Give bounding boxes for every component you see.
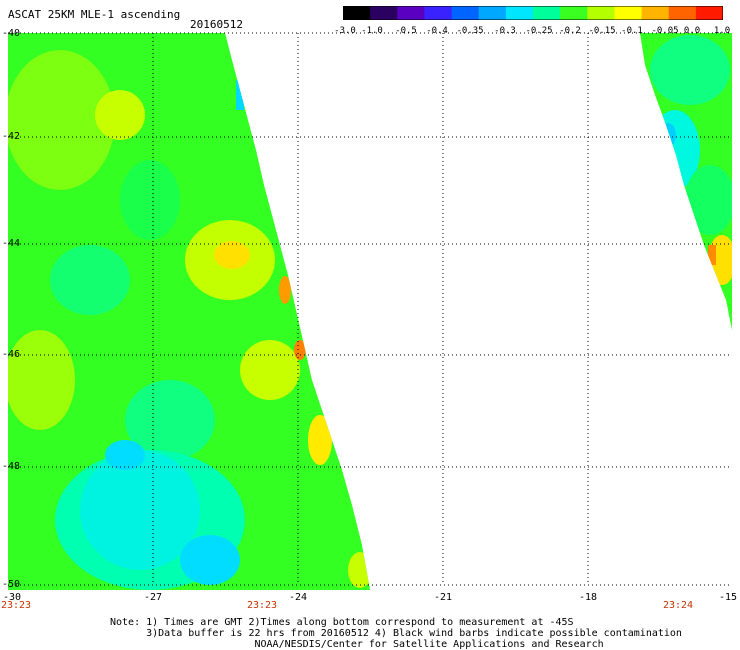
note-line: NOAA/NESDIS/Center for Satellite Applica… [110,639,604,650]
colorbar-swatch [587,6,615,20]
colorbar-swatch [668,6,697,20]
colorbar-tick: 0.0 [683,26,701,36]
colorbar [343,6,723,20]
pass-time: 23:24 [662,600,694,611]
colorbar-swatch [370,6,398,20]
colorbar-tick: -0.25 [525,26,553,36]
colorbar-tick: -0.3 [494,26,516,36]
y-axis-label: -42 [2,131,21,142]
pass-time: 23:23 [0,600,32,611]
colorbar-swatch [343,6,371,20]
x-axis-label: -18 [578,592,598,603]
map-title: ASCAT 25KM MLE-1 ascending [8,8,181,21]
y-axis-label: -44 [2,238,21,249]
colorbar-swatch [614,6,643,20]
colorbar-tick: -0.5 [395,26,417,36]
colorbar-swatch [505,6,534,20]
y-axis-label: -40 [2,28,21,39]
colorbar-tick: -3.0 [334,26,356,36]
colorbar-tick: -0.1 [621,26,643,36]
colorbar-swatch [397,6,425,20]
colorbar-swatch [560,6,588,20]
colorbar-tick: -0.35 [456,26,484,36]
colorbar-swatch [451,6,480,20]
note-line: 3)Data buffer is 22 hrs from 20160512 4)… [110,628,682,639]
footnotes: Note: 1) Times are GMT 2)Times along bot… [110,617,682,650]
colorbar-tick: -0.4 [426,26,448,36]
x-axis-label: -27 [143,592,163,603]
x-axis-label: -15 [718,592,738,603]
colorbar-swatch [478,6,507,20]
colorbar-tick: -0.2 [559,26,581,36]
colorbar-tick: 1.0 [713,26,731,36]
colorbar-ticks: -3.0 -1.0 -0.5 -0.4 -0.35 -0.3 -0.25 -0.… [330,26,740,38]
colorbar-tick: -0.15 [588,26,616,36]
swath-east [640,33,732,330]
swath-west [8,33,370,590]
x-axis-label: -30 [2,592,22,603]
y-axis-label: -50 [2,579,21,590]
note-line: Note: 1) Times are GMT 2)Times along bot… [110,617,574,628]
colorbar-tick: -1.0 [361,26,383,36]
x-axis-label: -21 [433,592,453,603]
x-axis-label: -24 [288,592,308,603]
map-date: 20160512 [190,18,243,31]
colorbar-swatch [424,6,453,20]
colorbar-swatch [695,6,723,20]
y-axis-label: -46 [2,349,21,360]
pass-time: 23:23 [246,600,278,611]
colorbar-tick: -0.05 [651,26,679,36]
colorbar-swatch [641,6,670,20]
grid [8,32,732,586]
colorbar-swatch [533,6,561,20]
y-axis-label: -48 [2,461,21,472]
